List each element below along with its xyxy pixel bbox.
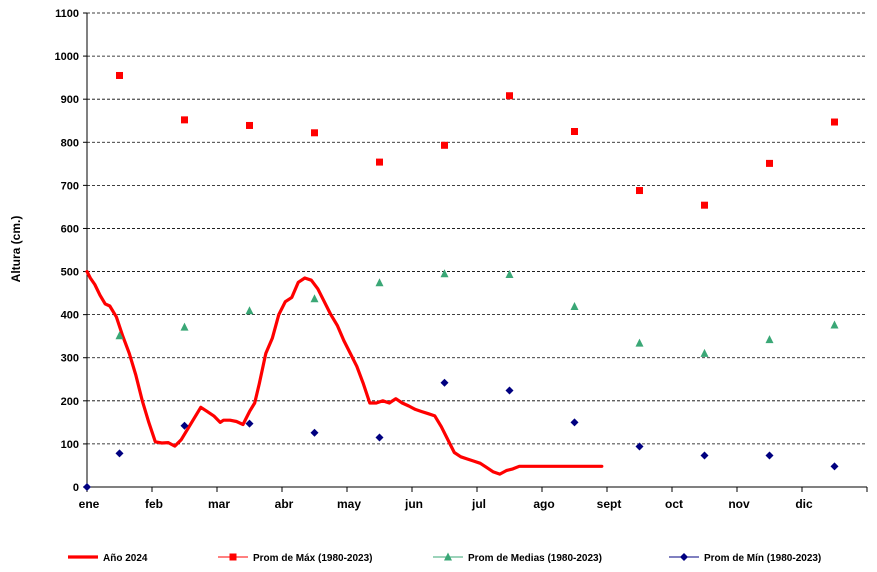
y-tick-label: 600	[61, 223, 79, 235]
data-point	[245, 419, 254, 428]
series-prom-de-medias-1980-2023	[115, 269, 839, 357]
x-tick-label: jun	[404, 497, 423, 511]
data-point	[440, 269, 449, 278]
data-point	[181, 116, 188, 124]
data-point	[115, 331, 124, 340]
y-tick-label: 900	[61, 94, 79, 106]
legend-item: Prom de Medias (1980-2023)	[433, 552, 602, 564]
legend-label: Prom de Máx (1980-2023)	[253, 553, 373, 564]
y-axis: 0 100 200 300 400 500 600 700 800 900 1000 1100	[55, 8, 88, 494]
x-tick-label: may	[337, 497, 361, 511]
legend-label: Prom de Medias (1980-2023)	[468, 553, 602, 564]
series-layer	[83, 71, 839, 491]
legend-item: Prom de Mín (1980-2023)	[669, 553, 821, 564]
data-point	[246, 121, 253, 129]
x-tick-label: abr	[275, 497, 294, 511]
data-point	[570, 418, 579, 427]
y-tick-label: 800	[61, 137, 79, 149]
x-tick-label: ene	[79, 497, 100, 511]
y-tick-label: 100	[61, 439, 79, 451]
x-tick-label: feb	[145, 497, 163, 511]
data-point	[505, 270, 514, 279]
data-point	[441, 141, 448, 149]
data-point	[831, 118, 838, 126]
data-point	[635, 338, 644, 347]
gridlines	[87, 12, 867, 445]
legend-marker	[680, 553, 688, 561]
legend-label: Prom de Mín (1980-2023)	[704, 553, 821, 564]
data-point	[505, 386, 514, 395]
legend-marker	[444, 552, 452, 561]
data-point	[700, 348, 709, 357]
legend-label: Año 2024	[103, 553, 148, 564]
y-tick-label: 500	[61, 267, 79, 279]
data-point	[375, 433, 384, 442]
data-point	[506, 92, 513, 100]
data-point	[375, 278, 384, 287]
x-axis: ene feb mar abr may jun jul ago sept oct nov dic	[79, 486, 868, 511]
data-point	[636, 187, 643, 195]
data-point	[310, 428, 319, 437]
data-point	[701, 201, 708, 209]
data-point	[830, 320, 839, 329]
data-point	[115, 449, 124, 458]
x-tick-label: ago	[533, 497, 554, 511]
x-tick-label: jul	[471, 497, 486, 511]
data-point	[180, 421, 189, 430]
x-tick-label: dic	[795, 497, 813, 511]
series-prom-de-max-1980-2023	[116, 71, 838, 209]
legend-marker	[229, 553, 237, 561]
data-point	[376, 158, 383, 166]
data-point	[180, 322, 189, 331]
data-point	[700, 451, 709, 460]
data-point	[311, 129, 318, 137]
series-ano-2024	[85, 269, 604, 476]
legend: Año 2024 Prom de Máx (1980-2023) Prom de M…	[68, 552, 821, 564]
y-axis-label: Altura (cm.)	[9, 216, 23, 283]
series-prom-de-min-1980-2023	[83, 378, 839, 491]
data-point	[571, 128, 578, 135]
data-point	[765, 335, 774, 344]
data-point	[245, 306, 254, 315]
y-tick-label: 400	[61, 310, 79, 322]
data-point	[116, 71, 123, 79]
y-tick-label: 300	[61, 353, 79, 365]
y-tick-label: 0	[73, 482, 79, 494]
data-point	[830, 462, 839, 471]
x-tick-label: sept	[597, 497, 622, 511]
data-point	[440, 378, 449, 387]
x-tick-label: nov	[728, 497, 750, 511]
data-point	[766, 159, 773, 167]
x-tick-label: oct	[665, 497, 683, 511]
data-point	[765, 451, 774, 460]
y-tick-label: 200	[61, 396, 79, 408]
series-line	[85, 269, 604, 476]
y-tick-label: 700	[61, 180, 79, 192]
x-tick-label: mar	[208, 497, 230, 511]
data-point	[310, 294, 319, 303]
y-tick-label: 1000	[55, 51, 79, 63]
legend-item: Prom de Máx (1980-2023)	[218, 553, 373, 564]
y-tick-label: 1100	[55, 8, 79, 20]
data-point	[570, 301, 579, 310]
data-point	[635, 442, 644, 451]
legend-item: Año 2024	[68, 553, 148, 564]
data-point	[83, 483, 91, 491]
